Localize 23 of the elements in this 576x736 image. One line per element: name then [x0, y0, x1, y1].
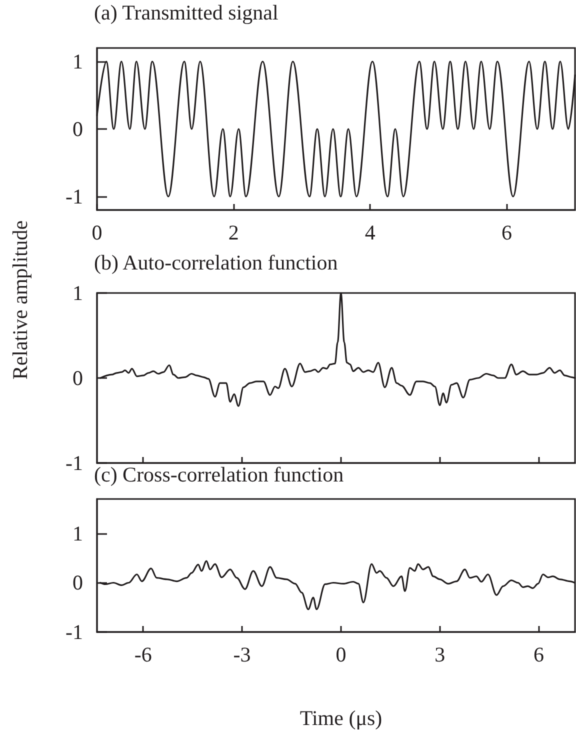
x-tick-label: 2 — [228, 220, 239, 244]
y-tick-label: 0 — [72, 117, 83, 141]
x-tick-label: 4 — [364, 220, 376, 244]
y-tick-label: -1 — [66, 620, 83, 644]
y-tick-label: 1 — [72, 281, 83, 305]
y-tick-label: 0 — [72, 570, 83, 595]
x-tick-label: 3 — [434, 642, 446, 666]
y-tick-label: 1 — [72, 50, 83, 74]
x-tick-label: 0 — [92, 220, 102, 244]
y-tick-label: 1 — [72, 521, 83, 546]
chart-title: (c) Cross-correlation function — [94, 462, 344, 486]
chart-title: (a) Transmitted signal — [94, 0, 278, 24]
y-tick-label: -1 — [66, 451, 83, 475]
y-tick-label: 0 — [72, 366, 83, 390]
x-tick-label: 6 — [501, 220, 512, 244]
x-axis-title: Time (μs) — [300, 706, 382, 730]
x-tick-label: -3 — [233, 642, 251, 666]
y-tick-label: -1 — [66, 184, 83, 208]
chart-title: (b) Auto-correlation function — [94, 250, 338, 274]
y-axis-title: Relative amplitude — [8, 220, 32, 380]
x-tick-label: 6 — [533, 642, 544, 666]
x-tick-label: -6 — [134, 642, 152, 666]
x-tick-label: 0 — [336, 642, 346, 666]
